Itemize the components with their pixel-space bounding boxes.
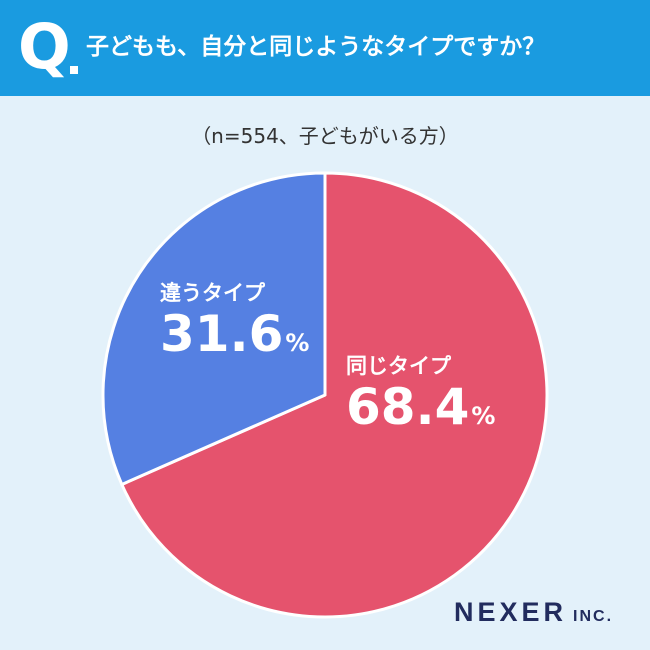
pie-slice-same bbox=[120, 171, 549, 619]
slice-label-same: 同じタイプ 68.4% bbox=[346, 352, 495, 434]
nexer-logo: NEXER INC. bbox=[454, 597, 613, 628]
slice-unit-same: % bbox=[471, 402, 496, 430]
q-dot bbox=[70, 66, 78, 74]
slice-unit-different: % bbox=[285, 329, 310, 357]
chart-subtitle: （n=554、子どもがいる方） bbox=[191, 124, 459, 148]
q-mark: Q bbox=[18, 10, 71, 83]
slice-value-different: 31.6 bbox=[160, 305, 284, 363]
question-header: Q 子どもも、自分と同じようなタイプですか？ bbox=[0, 0, 650, 96]
pie-slice-different bbox=[101, 171, 327, 486]
slice-label-different: 違うタイプ 31.6% bbox=[160, 279, 309, 361]
slice-value-same: 68.4 bbox=[346, 378, 470, 436]
slice-category-same: 同じタイプ bbox=[346, 354, 451, 378]
slice-category-different: 違うタイプ bbox=[160, 281, 265, 305]
logo-main-text: NEXER bbox=[454, 597, 568, 627]
logo-sub-text: INC. bbox=[573, 608, 614, 625]
question-text: 子どもも、自分と同じようなタイプですか？ bbox=[86, 34, 546, 60]
